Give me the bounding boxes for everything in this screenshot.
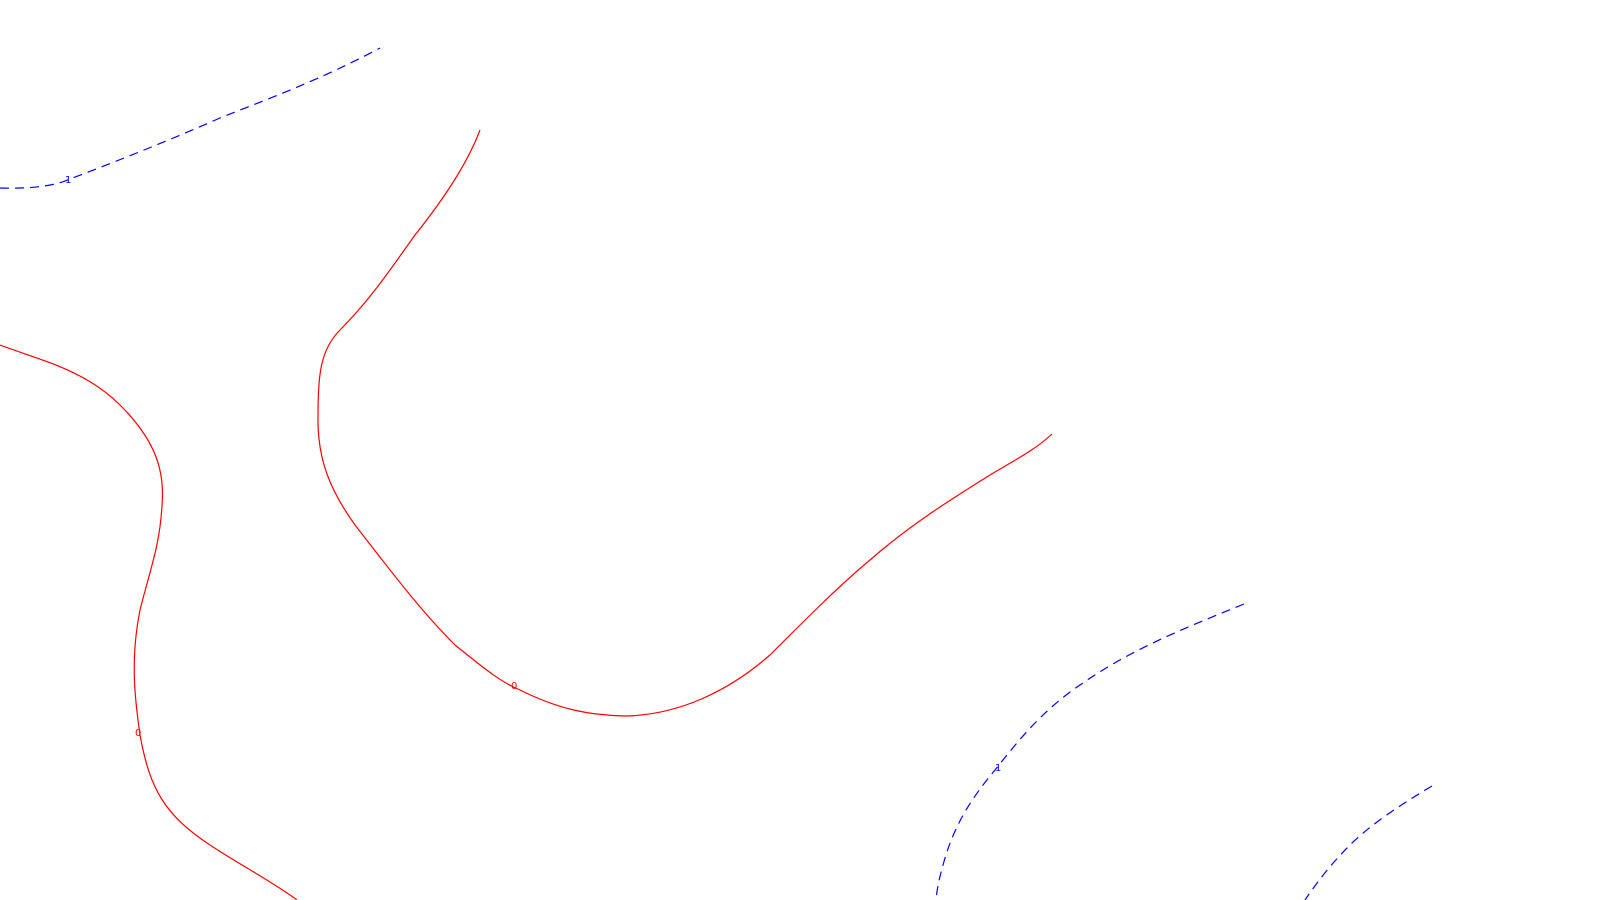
- contour-label-1-lower-middle: 1: [995, 763, 1001, 774]
- contour-line-1-lower-middle: [935, 603, 1245, 900]
- contour-line-0-center: [317, 129, 1053, 717]
- contour-label-1-upper-left: 1: [65, 175, 71, 186]
- contour-label-0-left: 0: [135, 728, 141, 739]
- contour-line-1-upper-left: [0, 47, 381, 189]
- contour-line-1-lower-right: [1304, 785, 1433, 900]
- contour-label-0-center: 0: [511, 681, 517, 692]
- contour-line-0-left: [0, 344, 298, 900]
